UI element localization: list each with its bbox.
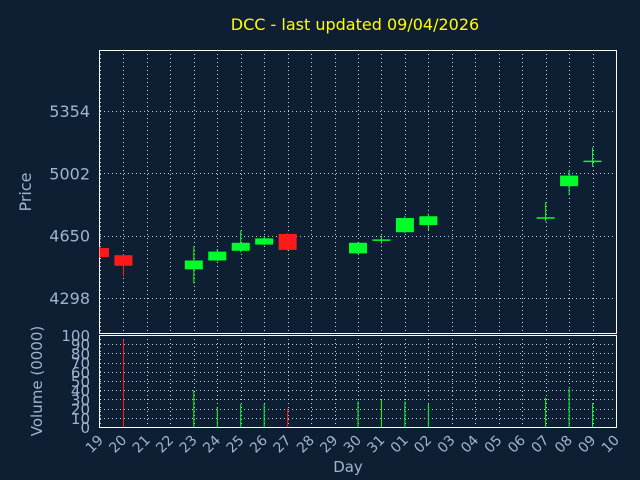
volume-tick-label: 50 (71, 373, 90, 391)
x-tick-label: 28 (294, 433, 318, 457)
candle-body (114, 255, 133, 266)
x-tick-label: 04 (458, 432, 482, 456)
price-axis-label: Price (16, 172, 35, 211)
candle-body (278, 233, 297, 250)
x-tick-label: 21 (130, 433, 154, 457)
candle-body (395, 218, 414, 233)
volume-tick-label: 40 (71, 382, 90, 400)
x-tick-label: 05 (482, 433, 506, 457)
x-tick-label: 26 (247, 432, 271, 456)
candle-07 (536, 202, 555, 222)
candle-02 (419, 213, 438, 231)
volume-panel-frame (99, 335, 617, 428)
candle-23 (184, 246, 203, 284)
volume-tick-label: 0 (80, 419, 90, 437)
candle-30 (349, 241, 367, 255)
price-tick-label: 4298 (49, 289, 90, 308)
x-tick-label: 09 (575, 433, 599, 457)
candle-31 (372, 235, 391, 244)
x-tick-label: 25 (224, 433, 248, 457)
x-tick-label: 02 (411, 433, 435, 457)
x-tick-label: 23 (177, 433, 201, 457)
x-tick-label: 08 (552, 433, 576, 457)
candle-body (184, 260, 203, 270)
price-tick-label: 5002 (49, 164, 90, 183)
volume-axis-label: Volume (0000) (28, 326, 46, 436)
candle-26 (255, 236, 274, 246)
x-tick-label: 24 (200, 432, 224, 456)
price-grid (100, 50, 617, 333)
price-panel: 4298 4650 5002 5354 Price (16, 50, 617, 334)
price-panel-frame (99, 50, 617, 334)
price-tick-label: 4650 (49, 227, 90, 246)
volume-tick-label: 20 (71, 401, 90, 419)
candle-body (231, 242, 250, 251)
candle-20 (114, 254, 133, 277)
candle-body (349, 242, 367, 254)
x-axis-label: Day (333, 458, 363, 476)
price-y-ticks: 4298 4650 5002 5354 (49, 102, 90, 308)
x-tick-label: 10 (599, 433, 623, 457)
volume-tick-label: 60 (71, 364, 90, 382)
candle-27 (278, 233, 297, 251)
x-tick-label: 31 (364, 433, 388, 457)
x-tick-label: 03 (435, 433, 459, 457)
candle-08 (560, 170, 579, 196)
x-tick-label: 06 (505, 432, 529, 456)
chart-title: DCC - last updated 09/04/2026 (231, 15, 479, 34)
candles (99, 147, 602, 284)
candle-body (419, 216, 438, 226)
volume-tick-label: 90 (71, 336, 90, 354)
x-tick-label: 01 (388, 433, 412, 457)
volume-tick-label: 10 (71, 410, 90, 428)
x-tick-label: 29 (317, 433, 341, 457)
candle-body (208, 251, 227, 261)
candle-09 (583, 147, 602, 167)
candle-body (255, 238, 274, 245)
volume-bars (122, 339, 594, 427)
x-tick-labels: 19 20 21 22 23 24 25 26 27 28 29 30 31 01 02 03 04 05 06 07… (83, 432, 623, 456)
volume-tick-label: 100 (61, 327, 90, 345)
x-tick-label: 22 (153, 433, 177, 457)
candle-body (100, 248, 109, 257)
x-tick-label: 30 (341, 433, 365, 457)
price-tick-label: 5354 (49, 102, 90, 121)
volume-tick-label: 80 (71, 345, 90, 363)
volume-tick-label: 30 (71, 391, 90, 409)
candle-24 (208, 248, 227, 262)
candle-19 (99, 246, 109, 258)
x-tick-label: 27 (271, 433, 295, 457)
candle-25 (231, 230, 250, 253)
candle-body (560, 175, 579, 187)
volume-tick-label: 70 (71, 355, 90, 373)
x-tick-label: 07 (529, 433, 553, 457)
x-tick-label: 20 (106, 433, 130, 457)
candle-01 (395, 216, 414, 234)
